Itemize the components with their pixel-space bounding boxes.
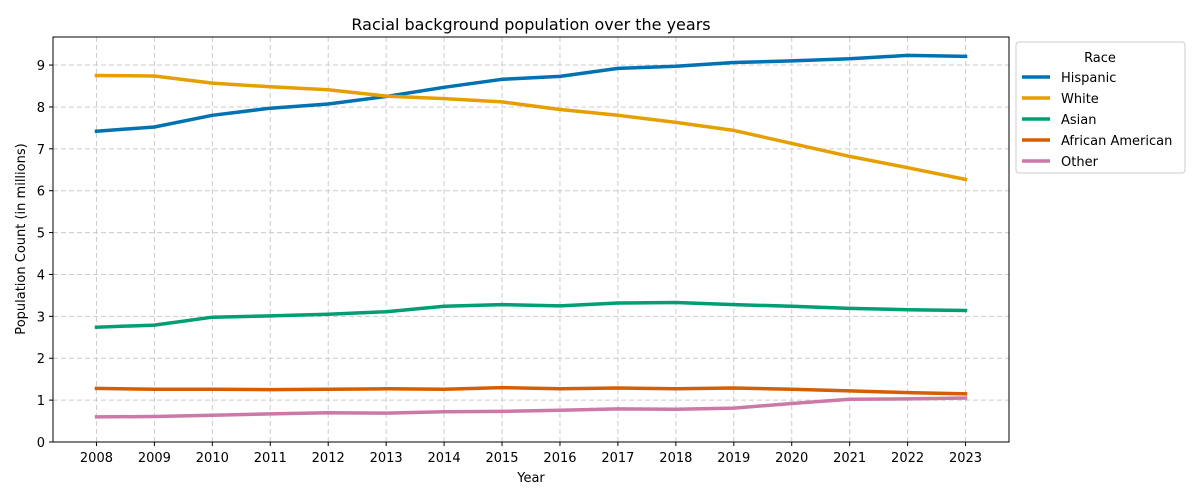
y-tick-label: 6 (37, 185, 45, 200)
legend-label-african-american: African American (1061, 134, 1172, 149)
chart-title: Racial background population over the ye… (351, 15, 710, 34)
x-tick-label: 2008 (80, 451, 113, 466)
x-tick-label: 2017 (601, 451, 634, 466)
x-tick-label: 2019 (717, 451, 750, 466)
x-tick-label: 2014 (428, 451, 461, 466)
series-line-hispanic (94, 53, 968, 134)
x-tick-label: 2011 (254, 451, 287, 466)
y-tick-label: 1 (37, 394, 45, 409)
x-tick-label: 2012 (312, 451, 345, 466)
series-line-white (94, 73, 968, 182)
series-line-african-american (94, 385, 968, 396)
series-line-asian (94, 300, 968, 330)
y-tick-label: 3 (37, 310, 45, 325)
legend-label-other: Other (1061, 155, 1099, 170)
legend: Race Hispanic White Asian African American O… (1015, 41, 1186, 174)
x-axis-label: Year (516, 471, 545, 486)
legend-title: Race (1084, 51, 1116, 66)
legend-label-asian: Asian (1061, 113, 1096, 128)
grid (53, 37, 1009, 443)
y-tick-label: 7 (37, 143, 45, 158)
y-tick-label: 0 (37, 436, 45, 451)
y-tick-label: 5 (37, 227, 45, 242)
x-tick-label: 2016 (543, 451, 576, 466)
legend-label-hispanic: Hispanic (1061, 71, 1116, 86)
x-tick-label: 2020 (775, 451, 808, 466)
x-axis-ticks: 2008 2009 2010 2011 2012 2013 2014 2015 2016 2017… (80, 442, 982, 466)
y-tick-label: 4 (37, 268, 45, 283)
x-tick-label: 2023 (949, 451, 982, 466)
y-tick-label: 8 (37, 101, 45, 116)
x-tick-label: 2015 (485, 451, 518, 466)
y-tick-label: 9 (37, 59, 45, 74)
x-tick-label: 2010 (196, 451, 229, 466)
plot-frame (52, 36, 1010, 443)
y-tick-label: 2 (37, 352, 45, 367)
series-lines (94, 53, 968, 419)
y-axis-label: Population Count (in millions) (14, 143, 29, 334)
series-line-other (94, 396, 968, 419)
x-tick-label: 2009 (138, 451, 171, 466)
x-tick-label: 2022 (891, 451, 924, 466)
legend-box (1015, 41, 1186, 174)
legend-items: Hispanic White Asian African American Other (1022, 71, 1172, 170)
x-tick-label: 2013 (370, 451, 403, 466)
legend-label-white: White (1061, 92, 1099, 107)
x-tick-label: 2018 (659, 451, 692, 466)
y-axis-ticks: 0 1 2 3 4 5 6 7 8 9 (37, 59, 53, 451)
x-tick-label: 2021 (833, 451, 866, 466)
